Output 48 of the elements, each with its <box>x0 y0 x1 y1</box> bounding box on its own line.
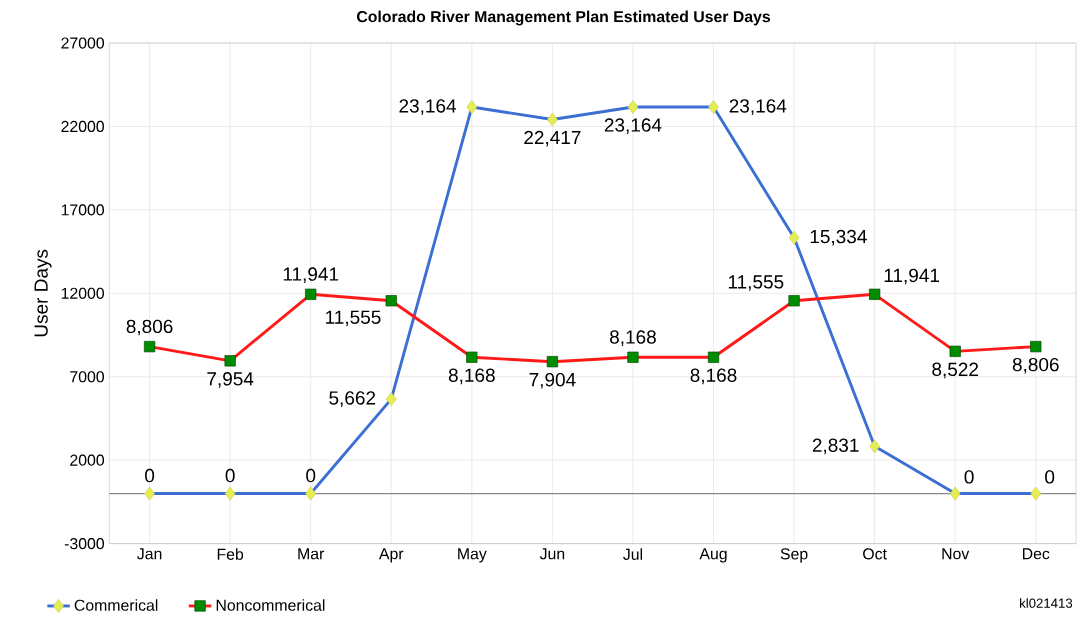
data-label: 0 <box>964 470 974 484</box>
y-tick-label: 7000 <box>70 371 105 383</box>
chart-title: Colorado River Management Plan Estimated User Days <box>356 10 771 26</box>
x-tick-label: Jun <box>539 548 565 560</box>
x-tick-label: Jan <box>137 548 162 560</box>
data-label: 23,164 <box>729 99 787 115</box>
data-label: 23,164 <box>604 118 662 135</box>
data-label: 5,662 <box>329 391 376 408</box>
x-tick-label: Jul <box>623 548 643 561</box>
data-label: 11,941 <box>283 267 339 284</box>
x-tick-label: Oct <box>863 548 887 560</box>
y-axis-title: User Days <box>34 249 52 337</box>
data-label: 8,522 <box>932 362 978 379</box>
data-label: 11,941 <box>884 268 940 285</box>
y-tick-label: 17000 <box>61 204 105 216</box>
data-label: 8,806 <box>1012 357 1059 374</box>
data-label: 23,164 <box>399 99 457 115</box>
y-tick-label: 12000 <box>61 287 105 300</box>
y-tick-label: 27000 <box>61 37 105 49</box>
data-label: 22,417 <box>524 130 581 147</box>
data-label: 11,555 <box>728 275 784 291</box>
data-label: 0 <box>145 468 155 483</box>
data-label: 0 <box>225 468 235 483</box>
x-tick-label: May <box>458 548 487 563</box>
data-label: 8,806 <box>126 319 173 336</box>
x-tick-label: Sep <box>780 548 808 563</box>
data-label: 11,555 <box>326 310 381 327</box>
data-label: 8,168 <box>448 368 495 385</box>
data-label: 15,334 <box>810 229 867 246</box>
y-tick-label: 2000 <box>70 454 105 466</box>
x-tick-label: Dec <box>1022 548 1050 560</box>
x-tick-label: Nov <box>942 548 970 560</box>
y-tick-label: 22000 <box>61 120 105 133</box>
data-label: 2,831 <box>812 438 859 455</box>
data-label: 7,954 <box>207 372 254 388</box>
legend-label: Commerical <box>74 599 158 611</box>
data-label: 8,168 <box>690 368 737 385</box>
text: kl021413 <box>1020 598 1073 608</box>
data-label: 7,904 <box>529 373 576 389</box>
y-tick-label: -3000 <box>64 538 105 550</box>
x-tick-label: Aug <box>699 548 727 563</box>
data-label: 8,168 <box>610 330 656 347</box>
data-label: 0 <box>306 468 316 483</box>
x-tick-label: Feb <box>217 548 244 561</box>
legend-label: Noncommerical <box>216 599 325 611</box>
data-label: 0 <box>1045 470 1055 484</box>
x-tick-label: Mar <box>298 548 325 560</box>
x-tick-label: Apr <box>378 548 404 563</box>
